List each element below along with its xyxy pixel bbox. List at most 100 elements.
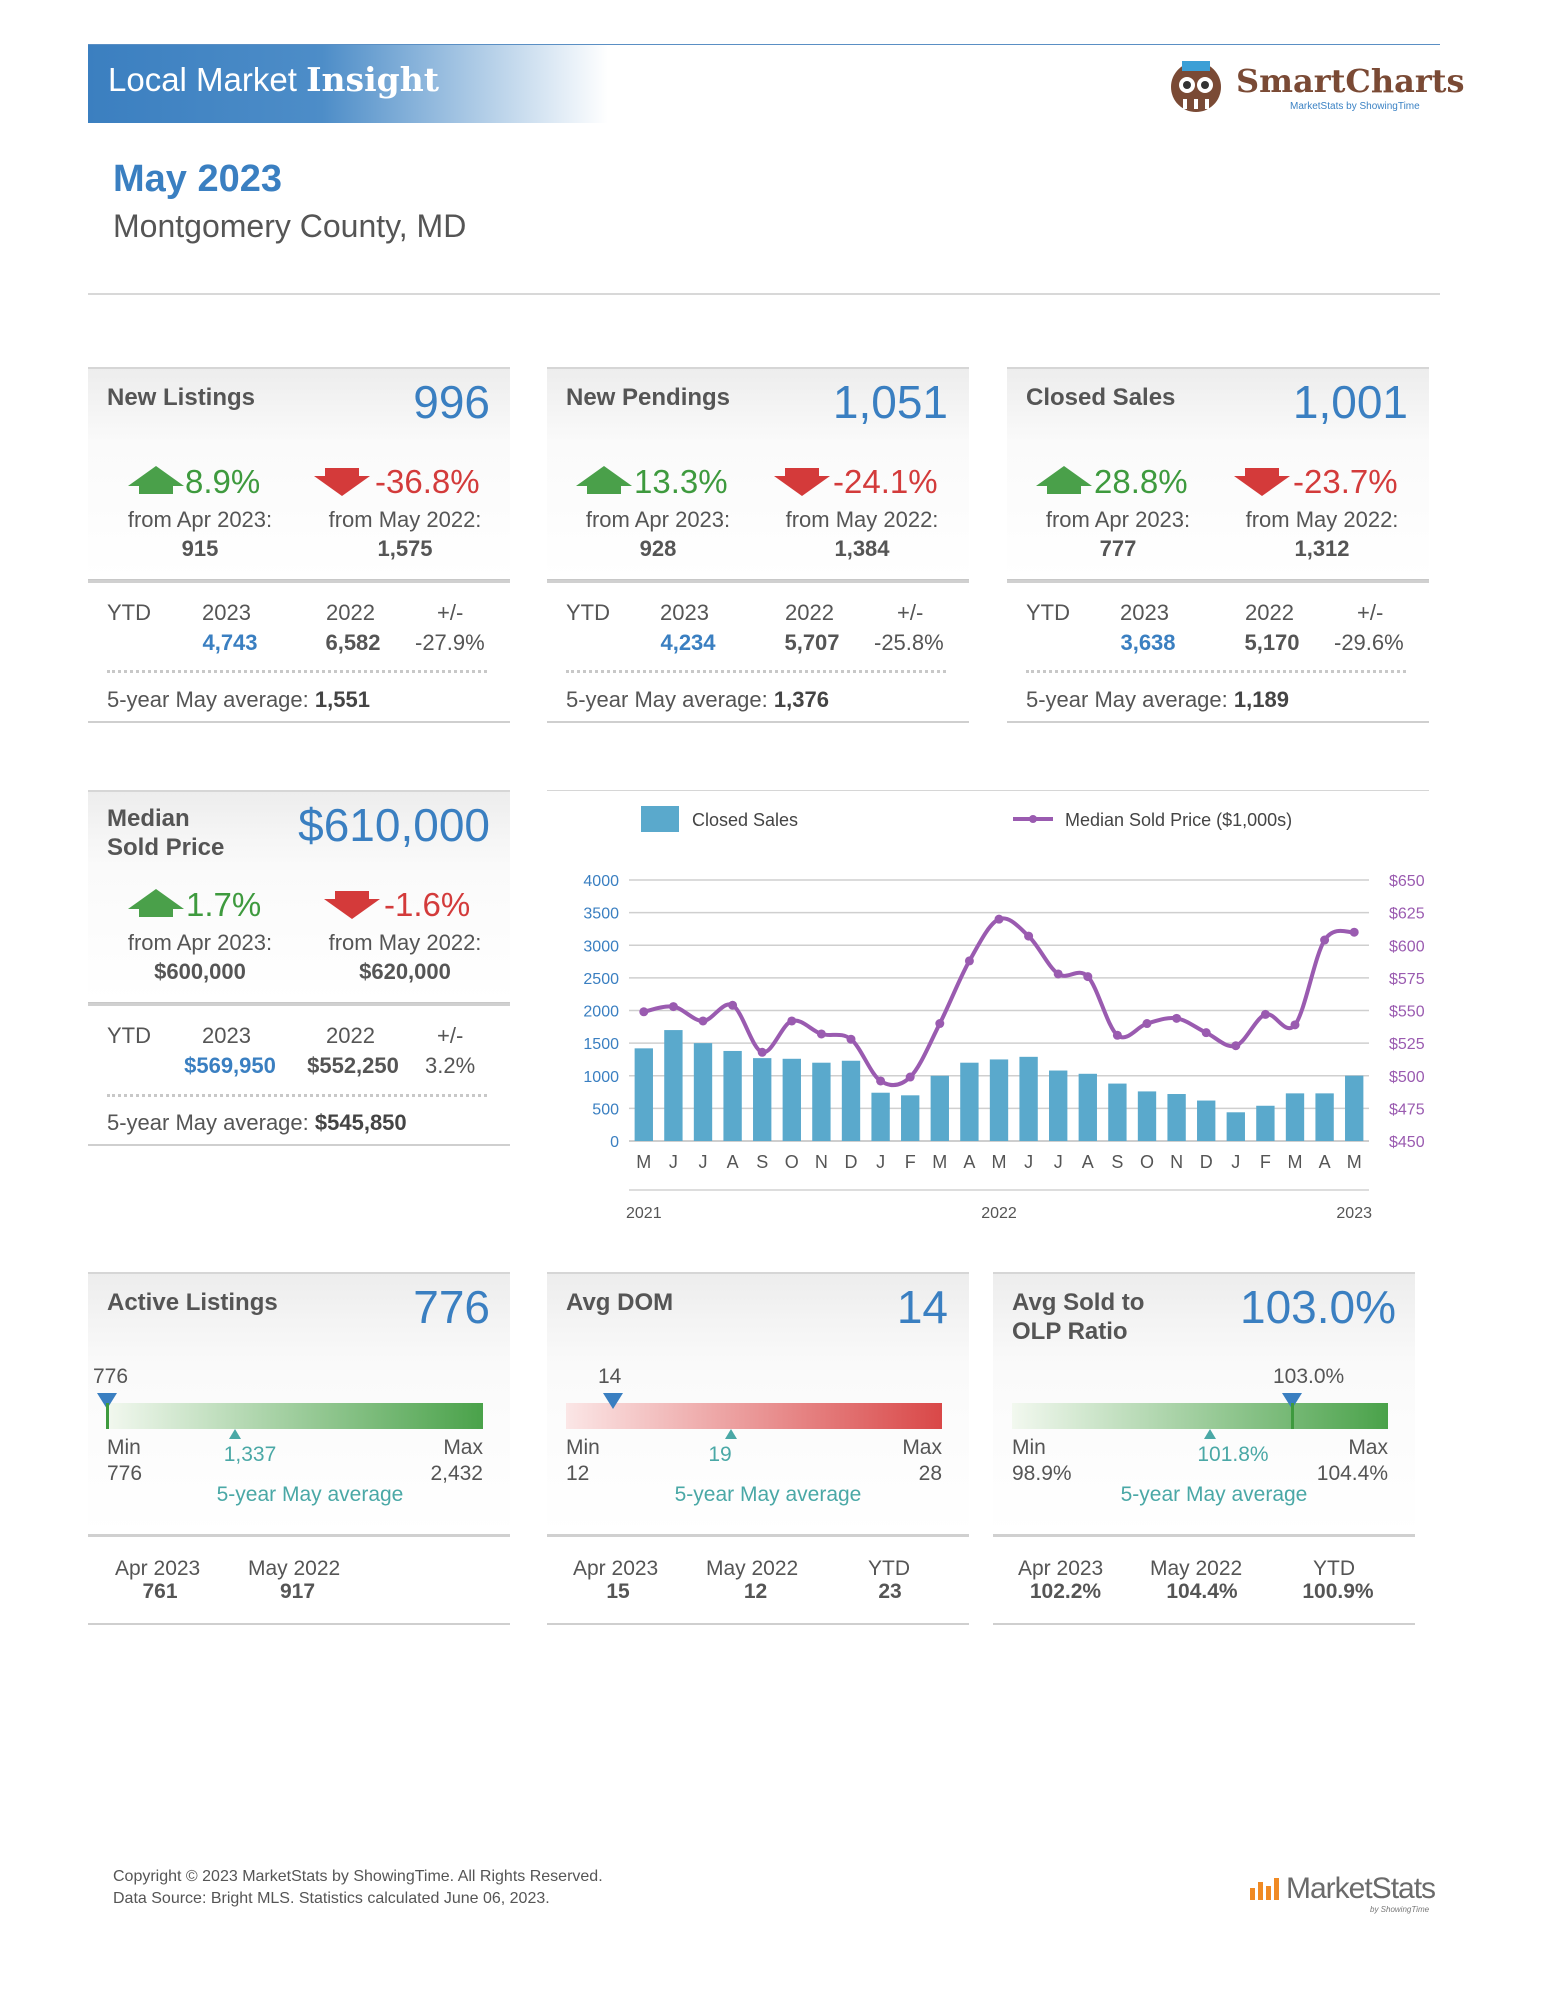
panel-title: New Pendings (566, 384, 731, 411)
closed-sales-bar (1345, 1075, 1364, 1141)
panel-value: 1,051 (832, 376, 948, 428)
closed-sales-bar (871, 1092, 890, 1141)
x-tick-label: M (1347, 1152, 1362, 1172)
from-label: from May 2022: (785, 507, 939, 532)
median-price-point (1112, 1030, 1122, 1040)
gauge-max-label: Max (1348, 1436, 1388, 1459)
closed-sales-bar (693, 1043, 713, 1141)
x-tick-label: A (727, 1152, 739, 1172)
panel-title: Median (107, 805, 190, 832)
ytd-year-label: 2023 (660, 600, 709, 625)
gauge-max-value: 2,432 (430, 1462, 483, 1485)
panel-title: Avg Sold to (1012, 1289, 1145, 1316)
median-price-point (846, 1034, 856, 1044)
header-banner (88, 45, 608, 123)
gauge-max-value: 28 (918, 1462, 942, 1485)
down-arrow-icon (774, 468, 830, 496)
compare-value: 917 (279, 1580, 316, 1603)
panel-value: 103.0% (1239, 1281, 1396, 1333)
panel-title: Active Listings (107, 1289, 278, 1316)
from-value: 777 (1099, 536, 1137, 561)
median-price-point (757, 1047, 767, 1057)
y-right-tick-label: $500 (1389, 1069, 1425, 1086)
ytd-change: -27.9% (415, 630, 485, 655)
closed-sales-bar (664, 1030, 683, 1141)
y-left-tick-label: 3000 (583, 938, 619, 955)
x-tick-label: N (815, 1152, 828, 1172)
ytd-current: 4,743 (202, 630, 258, 655)
dotted-divider (566, 670, 946, 673)
banner-title: Local Market Insight (108, 60, 439, 99)
ytd-change-label: +/- (897, 600, 924, 625)
pct-change-up: 1.7% (186, 886, 262, 923)
report-county: Montgomery County, MD (113, 208, 467, 244)
gauge-avg-value: 19 (708, 1443, 732, 1466)
compare-label: YTD (1313, 1557, 1355, 1580)
ytd-change-label: +/- (437, 600, 464, 625)
median-price-point (668, 1002, 678, 1012)
y-left-tick-label: 1500 (583, 1036, 619, 1053)
x-tick-label: M (932, 1152, 947, 1172)
gauge-bar (566, 1403, 942, 1429)
median-price-point (728, 1000, 738, 1010)
pct-change-down: -36.8% (375, 463, 480, 500)
gauge-marker-icon (603, 1393, 623, 1409)
panel-value: $610,000 (298, 799, 490, 851)
gauge-average-icon (1204, 1429, 1217, 1439)
from-value: 915 (181, 536, 219, 561)
active-listings-gauge (97, 1393, 483, 1439)
from-value: 1,575 (377, 536, 433, 561)
closed-sales-bar (1137, 1091, 1157, 1141)
ytd-current: $569,950 (184, 1053, 276, 1078)
brand-name: SmartCharts (1236, 62, 1465, 100)
x-tick-label: D (845, 1152, 858, 1172)
new-pendings-ytd (547, 580, 969, 723)
y-right-tick-label: $475 (1389, 1101, 1425, 1118)
compare-label: Apr 2023 (573, 1557, 659, 1580)
median-price-ytd (88, 1003, 510, 1146)
gauge-marker-label: 14 (598, 1365, 622, 1388)
ytd-label: YTD (566, 600, 610, 625)
ytd-prior: 6,582 (325, 630, 381, 655)
ytd-year-label: 2022 (326, 1023, 375, 1048)
median-price-point (639, 1007, 649, 1017)
ytd-year-label: 2022 (326, 600, 375, 625)
y-right-tick-label: $450 (1389, 1134, 1425, 1151)
compare-label: May 2022 (1150, 1557, 1243, 1580)
closed-sales-bar (960, 1062, 979, 1141)
median-price-point (1024, 931, 1034, 941)
brand-subtitle: MarketStats by ShowingTime (1290, 101, 1420, 112)
from-value: 1,312 (1294, 536, 1350, 561)
closed-sales-bar (930, 1075, 949, 1141)
compare-value: 761 (142, 1580, 178, 1603)
closed-sales-bar (723, 1050, 742, 1141)
from-label: from May 2022: (1245, 507, 1399, 532)
x-tick-label: F (905, 1152, 916, 1172)
gauge-bar (107, 1403, 483, 1429)
ytd-label: YTD (107, 600, 151, 625)
x-tick-label: O (785, 1152, 799, 1172)
from-label: from May 2022: (328, 507, 482, 532)
gauge-max-label: Max (443, 1436, 483, 1459)
median-price-point (905, 1072, 915, 1082)
x-tick-label: S (1111, 1152, 1123, 1172)
from-value: $620,000 (359, 959, 451, 984)
gauge-marker-label: 776 (93, 1365, 129, 1388)
median-price-point (1053, 969, 1063, 979)
up-arrow-icon (576, 466, 632, 494)
from-value: 1,384 (834, 536, 890, 561)
panel-title: OLP Ratio (1012, 1318, 1128, 1345)
y-left-tick-label: 2000 (583, 1004, 619, 1021)
legend-bar-swatch (641, 806, 679, 832)
copyright-text: Copyright © 2023 MarketStats by ShowingT… (113, 1868, 603, 1885)
five-year-average: 5-year May average: 1,551 (107, 687, 370, 712)
panel-value: 14 (896, 1281, 948, 1333)
from-label: from Apr 2023: (127, 507, 273, 532)
five-year-average: 5-year May average: $545,850 (107, 1110, 407, 1135)
x-tick-label: A (1319, 1152, 1331, 1172)
from-label: from Apr 2023: (585, 507, 731, 532)
from-label: from Apr 2023: (1045, 507, 1191, 532)
marketstats-logo: MarketStats (1286, 1872, 1436, 1905)
y-right-tick-label: $600 (1389, 938, 1425, 955)
x-tick-label: M (636, 1152, 651, 1172)
